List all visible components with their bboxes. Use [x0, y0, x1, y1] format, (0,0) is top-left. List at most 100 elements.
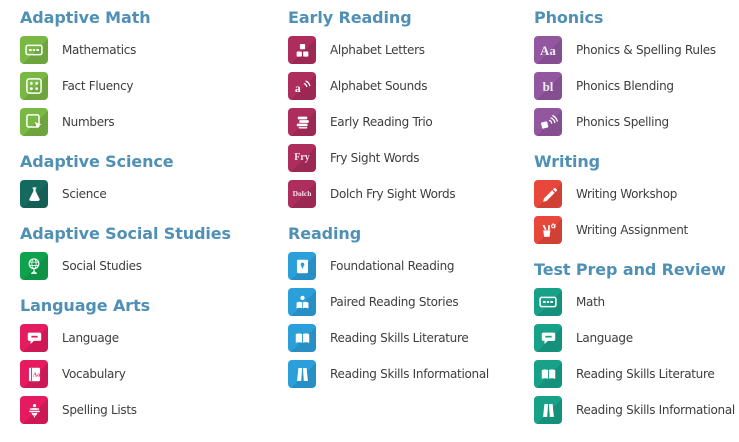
menu-item-language[interactable]: Language	[20, 324, 288, 352]
menu-column-1: Adaptive Math Mathematics Fact Fluency N…	[20, 8, 288, 432]
bl-text-icon: bl	[534, 72, 562, 100]
section-title: Reading	[288, 224, 362, 243]
menu-item-label: Science	[62, 187, 107, 201]
menu-item-label: Alphabet Letters	[330, 43, 425, 57]
section-title: Adaptive Social Studies	[20, 224, 231, 243]
menu-item-phonics-spelling-rules[interactable]: Aa Phonics & Spelling Rules	[534, 36, 739, 64]
menu-item-label: Mathematics	[62, 43, 137, 57]
menu-item-language[interactable]: Language	[534, 324, 739, 352]
menu-item-phonics-blending[interactable]: bl Phonics Blending	[534, 72, 739, 100]
menu-item-reading-skills-literature[interactable]: Reading Skills Literature	[534, 360, 739, 388]
menu-item-phonics-spelling[interactable]: Phonics Spelling	[534, 108, 739, 136]
section-title: Adaptive Science	[20, 152, 174, 171]
section-title: Adaptive Math	[20, 8, 151, 27]
dictionary-icon: Aa	[20, 360, 48, 388]
section-title: Language Arts	[20, 296, 151, 315]
menu-item-label: Early Reading Trio	[330, 115, 433, 129]
section-title: Phonics	[534, 8, 604, 27]
calculator-icon	[20, 36, 48, 64]
section-early-reading: Early Reading Alphabet Letters a Alphabe…	[288, 8, 534, 208]
newspaper-icon	[288, 360, 316, 388]
menu-item-reading-skills-informational[interactable]: Reading Skills Informational	[288, 360, 534, 388]
menu-item-label: Vocabulary	[62, 367, 126, 381]
dolch-text-icon: Dolch	[288, 180, 316, 208]
open-book-icon	[288, 324, 316, 352]
menu-column-2: Early Reading Alphabet Letters a Alphabe…	[288, 8, 534, 432]
menu-item-writing-workshop[interactable]: Writing Workshop	[534, 180, 739, 208]
menu-item-early-reading-trio[interactable]: Early Reading Trio	[288, 108, 534, 136]
menu-item-reading-skills-literature[interactable]: Reading Skills Literature	[288, 324, 534, 352]
fry-text-icon: Fry	[288, 144, 316, 172]
spelling-sound-icon	[534, 108, 562, 136]
menu-item-label: Writing Assignment	[576, 223, 688, 237]
menu-item-dolch-fry-sight-words[interactable]: Dolch Dolch Fry Sight Words	[288, 180, 534, 208]
menu-item-label: Foundational Reading	[330, 259, 455, 273]
menu-item-mathematics[interactable]: Mathematics	[20, 36, 288, 64]
open-book-icon	[534, 360, 562, 388]
menu-item-vocabulary[interactable]: Aa Vocabulary	[20, 360, 288, 388]
icon-label: Fry	[294, 152, 310, 163]
icon-label: Aa	[540, 42, 556, 58]
menu-item-label: Reading Skills Informational	[576, 403, 735, 417]
menu-item-label: Phonics & Spelling Rules	[576, 43, 716, 57]
svg-text:a: a	[295, 82, 301, 95]
speech-bubble-icon	[20, 324, 48, 352]
menu-item-label: Paired Reading Stories	[330, 295, 459, 309]
flask-icon	[20, 180, 48, 208]
section-adaptive-math: Adaptive Math Mathematics Fact Fluency N…	[20, 8, 288, 136]
menu-item-math[interactable]: Math	[534, 288, 739, 316]
section-title: Writing	[534, 152, 601, 171]
menu-item-label: Fry Sight Words	[330, 151, 420, 165]
section-language-arts: Language Arts Language Aa Vocabulary Spel…	[20, 296, 288, 424]
section-writing: Writing Writing Workshop Writing Assignm…	[534, 152, 739, 244]
menu-item-writing-assignment[interactable]: Writing Assignment	[534, 216, 739, 244]
menu-item-label: Math	[576, 295, 605, 309]
domino-icon	[20, 72, 48, 100]
menu-item-fact-fluency[interactable]: Fact Fluency	[20, 72, 288, 100]
menu-item-label: Reading Skills Literature	[576, 367, 715, 381]
speech-bubble-icon	[534, 324, 562, 352]
menu-item-label: Phonics Blending	[576, 79, 674, 93]
course-category-menu: Adaptive Math Mathematics Fact Fluency N…	[20, 8, 739, 432]
section-adaptive-science: Adaptive Science Science	[20, 152, 288, 208]
aa-text-icon: Aa	[534, 36, 562, 64]
section-title: Early Reading	[288, 8, 412, 27]
section-adaptive-social-studies: Adaptive Social Studies Social Studies	[20, 224, 288, 280]
icon-label: Dolch	[292, 189, 312, 199]
menu-item-label: Social Studies	[62, 259, 142, 273]
menu-item-fry-sight-words[interactable]: Fry Fry Sight Words	[288, 144, 534, 172]
menu-item-science[interactable]: Science	[20, 180, 288, 208]
globe-icon	[20, 252, 48, 280]
bee-icon	[20, 396, 48, 424]
icon-label: bl	[542, 78, 554, 94]
calculator-icon	[534, 288, 562, 316]
tablet-pin-icon	[288, 252, 316, 280]
menu-item-alphabet-sounds[interactable]: a Alphabet Sounds	[288, 72, 534, 100]
newspaper-icon	[534, 396, 562, 424]
menu-item-paired-reading-stories[interactable]: Paired Reading Stories	[288, 288, 534, 316]
section-title: Test Prep and Review	[534, 260, 726, 279]
section-test-prep-and-review: Test Prep and Review Math Language Readi…	[534, 260, 739, 424]
menu-item-spelling-lists[interactable]: Spelling Lists	[20, 396, 288, 424]
book-stack-icon	[288, 108, 316, 136]
desk-supplies-icon	[534, 216, 562, 244]
menu-item-label: Dolch Fry Sight Words	[330, 187, 456, 201]
menu-item-label: Numbers	[62, 115, 115, 129]
menu-item-social-studies[interactable]: Social Studies	[20, 252, 288, 280]
menu-item-label: Alphabet Sounds	[330, 79, 428, 93]
letter-blocks-icon	[288, 36, 316, 64]
menu-item-numbers[interactable]: Numbers	[20, 108, 288, 136]
menu-item-reading-skills-informational[interactable]: Reading Skills Informational	[534, 396, 739, 424]
menu-item-label: Reading Skills Literature	[330, 331, 469, 345]
menu-item-label: Writing Workshop	[576, 187, 678, 201]
menu-item-label: Reading Skills Informational	[330, 367, 489, 381]
section-phonics: Phonics Aa Phonics & Spelling Rules bl Phoni…	[534, 8, 739, 136]
menu-item-label: Fact Fluency	[62, 79, 134, 93]
svg-text:Aa: Aa	[32, 372, 39, 378]
menu-item-label: Language	[576, 331, 633, 345]
menu-item-alphabet-letters[interactable]: Alphabet Letters	[288, 36, 534, 64]
menu-column-3: Phonics Aa Phonics & Spelling Rules bl Phoni…	[534, 8, 739, 432]
pencil-icon	[534, 180, 562, 208]
menu-item-label: Language	[62, 331, 119, 345]
menu-item-foundational-reading[interactable]: Foundational Reading	[288, 252, 534, 280]
